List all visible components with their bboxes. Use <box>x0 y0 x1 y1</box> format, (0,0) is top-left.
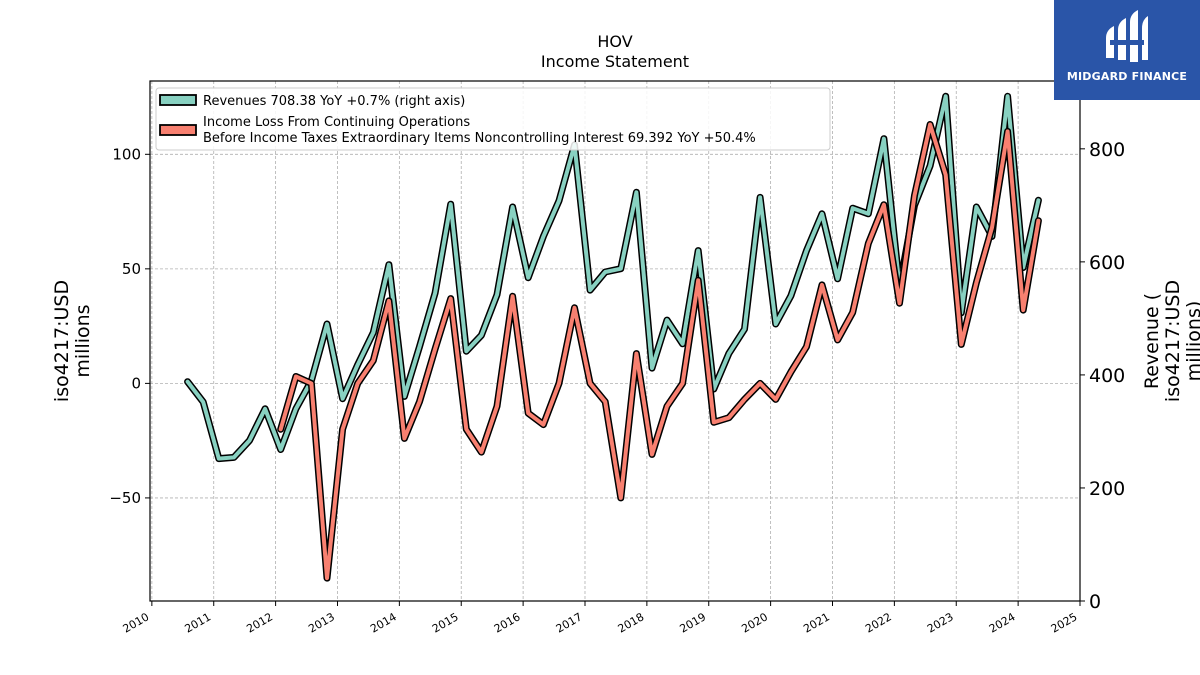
x-tick-label: 2015 <box>430 610 461 635</box>
y-left-tick-label: 50 <box>122 260 141 278</box>
x-tick-label: 2021 <box>801 610 832 635</box>
x-tick-label: 2013 <box>306 610 337 635</box>
x-tick-label: 2025 <box>1049 610 1080 635</box>
x-tick-label: 2020 <box>739 610 770 635</box>
y-left-tick-label: −50 <box>109 489 141 507</box>
x-tick-label: 2022 <box>863 610 894 635</box>
x-axis: 2010 2011 2012 2013 2014 2015 2016 2017 2018 2019… <box>121 601 1081 636</box>
legend: Revenues 708.38 YoY +0.7% (right axis) In… <box>155 87 831 151</box>
legend-label-income-loss-line2: Before Income Taxes Extraordinary Items … <box>203 131 756 146</box>
series-line <box>185 94 1041 461</box>
y-right-tick-label: 400 <box>1089 365 1125 387</box>
x-tick-label: 2011 <box>182 610 213 635</box>
y-left-tick-label: 100 <box>112 145 141 163</box>
x-tick-label: 2014 <box>368 610 399 635</box>
brand-name: MIDGARD FINANCE <box>1066 70 1188 83</box>
plot-frame <box>149 80 1081 602</box>
midgard-logo-icon <box>1106 10 1148 62</box>
series-layer <box>184 92 1042 582</box>
x-tick-label: 2016 <box>492 610 523 635</box>
y-axis-right-label: Revenue (iso4217:USDmillions) <box>1141 280 1200 402</box>
y-axis-left-label: iso4217:USDmillions <box>51 280 94 402</box>
y-left-tick-label: 0 <box>131 374 141 392</box>
x-tick-label: 2018 <box>616 610 647 635</box>
brand-logo: MIDGARD FINANCE <box>1054 0 1200 100</box>
legend-box <box>155 87 831 151</box>
chart-title: HOV <box>597 32 632 51</box>
series-line <box>278 122 1041 581</box>
x-tick-label: 2019 <box>677 610 708 635</box>
series-revenues <box>184 92 1042 463</box>
y-right-tick-label: 600 <box>1089 252 1125 274</box>
legend-label-revenues: Revenues 708.38 YoY +0.7% (right axis) <box>203 94 465 109</box>
x-tick-label: 2010 <box>121 610 152 635</box>
x-tick-label: 2012 <box>244 610 275 635</box>
x-tick-label: 2024 <box>987 610 1018 635</box>
legend-label-income-loss-line1: Income Loss From Continuing Operations <box>203 115 470 130</box>
series-income-loss <box>277 121 1042 582</box>
x-tick-label: 2023 <box>925 610 956 635</box>
y-right-tick-label: 0 <box>1089 591 1101 613</box>
y-axis-left: 100 50 0 −50 <box>109 145 150 507</box>
x-tick-label: 2017 <box>554 610 585 635</box>
y-right-tick-label: 800 <box>1089 139 1125 161</box>
chart-subtitle: Income Statement <box>541 52 689 71</box>
legend-swatch-income-loss <box>159 124 197 136</box>
y-axis-right: 800 600 400 200 0 <box>1080 139 1125 613</box>
y-right-tick-label: 200 <box>1089 478 1125 500</box>
legend-swatch-revenues <box>159 94 197 106</box>
